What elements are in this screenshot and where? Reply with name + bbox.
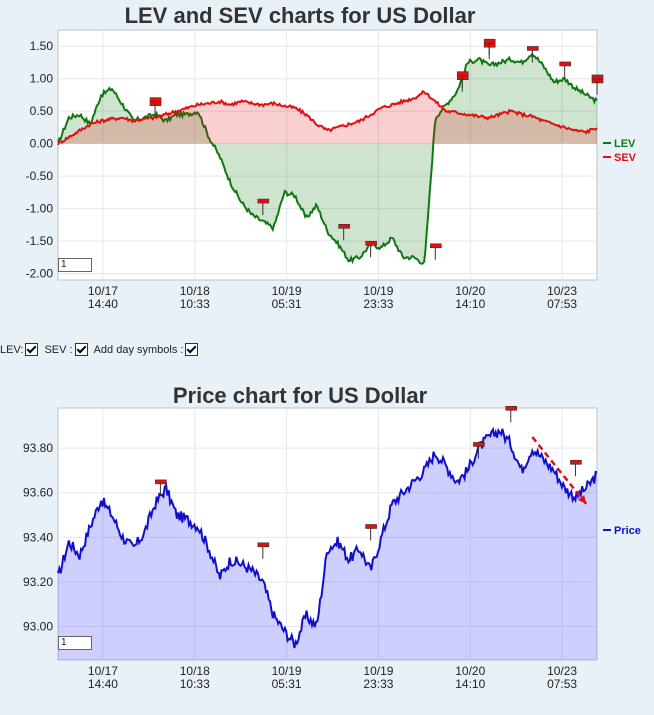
x-tick-time: 14:10 bbox=[455, 677, 485, 691]
x-tick-date: 10/19 bbox=[272, 284, 302, 298]
chart-controls: LEV: SEV : Add day symbols : bbox=[0, 343, 202, 356]
x-tick-date: 10/19 bbox=[363, 284, 393, 298]
y-tick-label: 1.00 bbox=[30, 72, 54, 86]
day-marker-flag bbox=[257, 542, 270, 548]
lev-toggle-label: LEV: bbox=[0, 343, 24, 356]
legend-label: Price bbox=[614, 525, 641, 537]
x-tick-time: 10:33 bbox=[180, 297, 210, 311]
y-tick-label: 93.40 bbox=[23, 530, 53, 544]
day-marker-flag bbox=[483, 38, 496, 44]
plot-area bbox=[57, 407, 598, 661]
day-marker-flag bbox=[149, 97, 162, 102]
price-area bbox=[58, 428, 597, 660]
price-chart-title: Price chart for US Dollar bbox=[172, 383, 428, 408]
day-marker-flag bbox=[365, 240, 377, 246]
day-marker-flag bbox=[527, 46, 539, 51]
sev-toggle-label: SEV : bbox=[44, 343, 73, 356]
x-tick-time: 23:33 bbox=[363, 677, 393, 691]
x-tick-date: 10/18 bbox=[180, 284, 210, 298]
y-tick-label: -2.00 bbox=[26, 267, 54, 281]
day-marker-flag bbox=[257, 198, 270, 204]
day-marker-flag bbox=[591, 74, 604, 80]
x-tick-date: 10/23 bbox=[547, 284, 577, 298]
x-tick-time: 05:31 bbox=[272, 677, 302, 691]
y-tick-label: 1.50 bbox=[30, 39, 54, 53]
day-marker-flag bbox=[505, 406, 518, 411]
day-symbols-label: Add day symbols : bbox=[93, 343, 184, 356]
day-marker-flag bbox=[559, 61, 571, 67]
sev-checkbox[interactable] bbox=[74, 343, 88, 356]
day-marker-flag bbox=[338, 223, 350, 229]
y-tick-label: 93.20 bbox=[23, 575, 53, 589]
x-tick-date: 10/19 bbox=[363, 664, 393, 678]
x-tick-time: 14:10 bbox=[455, 297, 485, 311]
day-marker-flag bbox=[570, 459, 582, 465]
y-tick-label: 93.60 bbox=[23, 486, 53, 500]
plot-area bbox=[57, 29, 598, 281]
day-marker-flag bbox=[365, 524, 377, 529]
legend-label: SEV bbox=[614, 152, 637, 164]
x-tick-date: 10/17 bbox=[88, 284, 118, 298]
day-marker-flag bbox=[429, 243, 442, 249]
day-symbols-checkbox[interactable] bbox=[185, 343, 199, 356]
x-tick-time: 14:40 bbox=[88, 297, 118, 311]
y-tick-label: 0.00 bbox=[30, 137, 54, 151]
legend-label: LEV bbox=[614, 138, 636, 150]
x-tick-date: 10/19 bbox=[272, 664, 302, 678]
x-tick-date: 10/20 bbox=[455, 284, 485, 298]
x-tick-date: 10/23 bbox=[547, 664, 577, 678]
y-tick-label: -0.50 bbox=[26, 169, 54, 183]
x-tick-date: 10/18 bbox=[180, 664, 210, 678]
x-tick-date: 10/20 bbox=[455, 664, 485, 678]
lev-area bbox=[58, 53, 597, 264]
sev-area bbox=[58, 91, 597, 145]
x-tick-time: 05:31 bbox=[272, 297, 302, 311]
trend-arrow-line bbox=[531, 436, 588, 505]
y-tick-label: 93.00 bbox=[23, 620, 53, 634]
trend-arrow-head bbox=[578, 495, 587, 504]
lev-sev-chart[interactable]: 1.50 1.00 0.50 0.00 -0.50 -1.00 -1.50 -2.00 10/1… bbox=[0, 0, 654, 340]
sev-line bbox=[57, 89, 598, 146]
lev-checkbox[interactable] bbox=[25, 343, 39, 356]
x-tick-date: 10/17 bbox=[88, 664, 118, 678]
x-tick-time: 07:53 bbox=[547, 677, 577, 691]
x-tick-time: 10:33 bbox=[180, 677, 210, 691]
x-tick-time: 14:40 bbox=[88, 677, 118, 691]
x-tick-time: 07:53 bbox=[547, 297, 577, 311]
day-marker-flag bbox=[456, 71, 469, 76]
day-marker-flag bbox=[473, 442, 485, 447]
price-line bbox=[57, 426, 598, 649]
lev-line bbox=[57, 51, 598, 265]
lev-zoom-input[interactable]: 1 bbox=[58, 258, 92, 272]
y-tick-label: -1.00 bbox=[26, 202, 54, 216]
x-tick-time: 23:33 bbox=[363, 297, 393, 311]
lev-chart-title: LEV and SEV charts for US Dollar bbox=[124, 3, 476, 28]
day-marker-flag bbox=[155, 479, 167, 485]
price-zoom-input[interactable]: 1 bbox=[58, 636, 92, 650]
y-tick-label: -1.50 bbox=[26, 234, 54, 248]
y-tick-label: 0.50 bbox=[30, 104, 54, 118]
y-tick-label: 93.80 bbox=[23, 441, 53, 455]
